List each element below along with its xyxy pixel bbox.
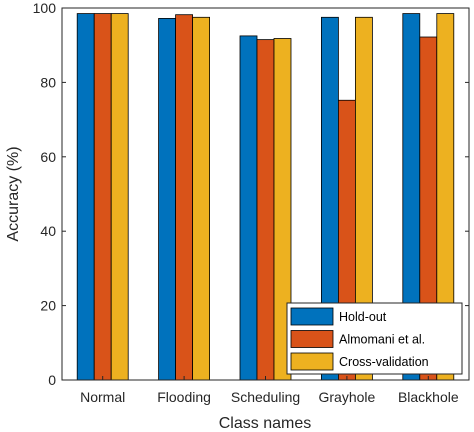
bar-scheduling-almomani-et-al	[256, 39, 275, 381]
y-ticks-group: 0 20 40 60 80 100	[33, 0, 469, 388]
bar-flooding-almomani-et-al	[175, 14, 194, 381]
plot-frame	[61, 7, 470, 381]
bar-scheduling-hold-out	[239, 35, 258, 381]
x-axis-label: Class names	[219, 415, 311, 432]
legend: Hold-out Almomani et al. Cross-validation	[286, 302, 463, 375]
legend-swatch	[290, 352, 334, 371]
legend-swatch	[290, 330, 334, 348]
y-tick-label: 80	[40, 74, 56, 90]
x-tick-label: Flooding	[157, 389, 211, 405]
bar-normal-almomani-et-al	[93, 13, 112, 381]
y-tick-label: 0	[48, 372, 56, 388]
bar-normal-hold-out	[76, 13, 95, 381]
legend-label: Cross-validation	[339, 355, 429, 369]
x-tick-label: Blackhole	[398, 389, 459, 405]
y-tick-label: 100	[33, 0, 57, 16]
y-axis-label: Accuracy (%)	[5, 146, 22, 241]
bar-normal-cross-validation	[110, 13, 129, 381]
bars-group	[76, 13, 455, 381]
x-tick-label: Grayhole	[318, 389, 375, 405]
legend-label: Almomani et al.	[339, 333, 425, 347]
x-tick-label: Normal	[80, 389, 125, 405]
y-tick-label: 60	[40, 149, 56, 165]
legend-swatch	[290, 307, 334, 326]
x-ticks-group: Normal Flooding Scheduling Grayhole Blackhol…	[80, 376, 459, 405]
bar-flooding-cross-validation	[192, 16, 211, 381]
y-tick-label: 40	[40, 223, 56, 239]
x-tick-label: Scheduling	[231, 389, 300, 405]
bar-flooding-hold-out	[158, 18, 177, 381]
legend-label: Hold-out	[339, 310, 387, 324]
y-tick-label: 20	[40, 298, 56, 314]
